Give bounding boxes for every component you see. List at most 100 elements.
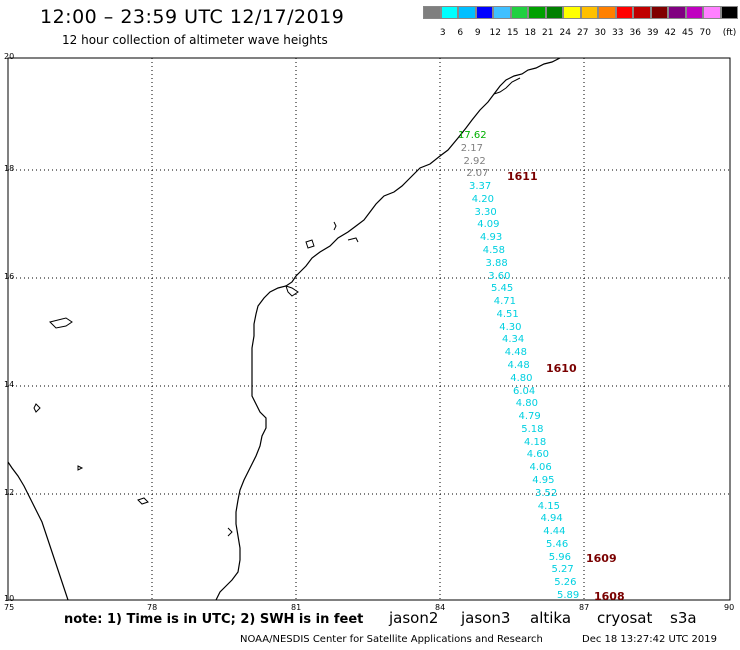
- swh-value: 5.46: [546, 538, 569, 550]
- colorbar-label: 70: [699, 28, 711, 38]
- colorbar-unit: (ft): [722, 28, 737, 38]
- swh-value: 4.79: [518, 411, 541, 423]
- swh-value: 5.45: [491, 283, 514, 295]
- pass-time-label: 1610: [546, 362, 577, 375]
- colorbar-label: 6: [457, 28, 464, 38]
- page-title: 12:00 – 23:59 UTC 12/17/2019: [40, 6, 345, 28]
- island-feature: [77, 465, 84, 471]
- swh-value: 5.26: [554, 577, 577, 589]
- x-tick: 81: [291, 603, 302, 612]
- swh-value: 4.95: [532, 475, 555, 486]
- colorbar-swatch: [423, 6, 441, 19]
- swh-value: 4.48: [507, 360, 530, 371]
- y-tick: 16: [4, 272, 15, 281]
- legend-cryosat: cryosat: [597, 609, 653, 627]
- colorbar-label: 39: [647, 28, 659, 38]
- island-feature: [137, 497, 149, 505]
- swh-value: 4.44: [543, 526, 566, 538]
- footnote: note: 1) Time is in UTC; 2) SWH is in fe…: [64, 612, 364, 627]
- swh-value: 4.48: [504, 347, 528, 359]
- x-tick: 90: [724, 603, 735, 612]
- swh-value: 4.60: [526, 449, 550, 461]
- colorbar-swatch: [580, 6, 598, 19]
- legend-jason2: jason2: [389, 609, 439, 627]
- colorbar-label: 9: [474, 28, 481, 38]
- island-feature: [49, 317, 73, 329]
- swh-value: 4.71: [493, 296, 517, 308]
- colorbar-swatch: [528, 6, 546, 19]
- delta-feature: [493, 77, 521, 95]
- y-tick: 12: [4, 488, 15, 497]
- x-tick: 75: [4, 603, 15, 612]
- coastline-west: [7, 461, 69, 601]
- y-tick: 20: [4, 52, 15, 61]
- swh-value: 5.96: [548, 551, 572, 563]
- generated-timestamp: Dec 18 13:27:42 UTC 2019: [582, 634, 717, 645]
- colorbar-swatch: [685, 6, 703, 19]
- colorbar-swatch: [493, 6, 511, 19]
- colorbar-label: 21: [542, 28, 554, 38]
- swh-value: 2.92: [463, 155, 486, 167]
- coastline-east: [215, 57, 561, 601]
- x-tick: 84: [435, 603, 446, 612]
- swh-value: 6.04: [513, 385, 536, 397]
- colorbar-swatch: [615, 6, 633, 19]
- swh-value: 4.34: [502, 334, 525, 346]
- swh-value: 4.18: [524, 436, 547, 448]
- island-feature: [33, 403, 41, 413]
- swh-value: 4.06: [529, 462, 552, 474]
- legend-s3a: s3a: [670, 609, 697, 627]
- legend-jason3: jason3: [461, 609, 511, 627]
- swh-value: 4.30: [499, 321, 522, 333]
- colorbar-swatch: [458, 6, 476, 19]
- colorbar-label: 27: [577, 28, 589, 38]
- y-tick: 10: [4, 594, 15, 603]
- swh-value: 4.94: [540, 513, 563, 525]
- x-tick: 78: [147, 603, 158, 612]
- colorbar-label: 45: [682, 28, 694, 38]
- colorbar-label: 42: [664, 28, 676, 38]
- swh-value: 3.88: [485, 257, 508, 269]
- swh-value: 4.80: [510, 372, 533, 384]
- swh-value: 5.18: [521, 423, 544, 435]
- swh-value: 3.60: [488, 270, 511, 282]
- swh-value: 17.62: [458, 130, 487, 141]
- island-feature: [227, 527, 233, 537]
- lake-feature: [285, 285, 299, 297]
- pass-time-label: 1611: [507, 170, 538, 183]
- colorbar-label: 3: [439, 28, 446, 38]
- swh-value: 3.30: [474, 206, 497, 218]
- pass-time-label: 1608: [594, 590, 625, 603]
- colorbar-swatch: [633, 6, 651, 19]
- colorbar-swatch: [475, 6, 493, 19]
- swh-value: 3.37: [469, 181, 492, 193]
- swh-value: 2.07: [466, 168, 489, 180]
- y-tick: 14: [4, 380, 15, 389]
- swh-value: 3.52: [535, 487, 558, 499]
- swh-value: 4.15: [537, 500, 561, 512]
- swh-value: 4.09: [477, 219, 500, 231]
- colorbar-swatch: [545, 6, 563, 19]
- swh-value: 4.20: [471, 193, 495, 205]
- swh-value: 5.89: [557, 590, 580, 601]
- colorbar-label: 12: [489, 28, 501, 38]
- grid: [8, 58, 730, 600]
- colorbar-swatch: [440, 6, 458, 19]
- swh-value: 5.27: [551, 564, 574, 576]
- colorbar-swatch: [668, 6, 686, 19]
- island-feature: [347, 237, 359, 243]
- colorbar-swatch: [720, 6, 738, 19]
- swh-value: 4.80: [515, 398, 539, 410]
- swh-value: 4.51: [496, 308, 519, 320]
- island-feature: [333, 221, 337, 231]
- colorbar-swatch: [598, 6, 616, 19]
- legend-altika: altika: [530, 609, 572, 627]
- colorbar-label: 33: [612, 28, 624, 38]
- colorbar-swatch: [703, 6, 721, 19]
- colorbar-swatch: [510, 6, 528, 19]
- colorbar-swatch: [563, 6, 581, 19]
- swh-value: 2.17: [460, 142, 484, 154]
- colorbar-label: 30: [594, 28, 606, 38]
- colorbar-label: 36: [629, 28, 641, 38]
